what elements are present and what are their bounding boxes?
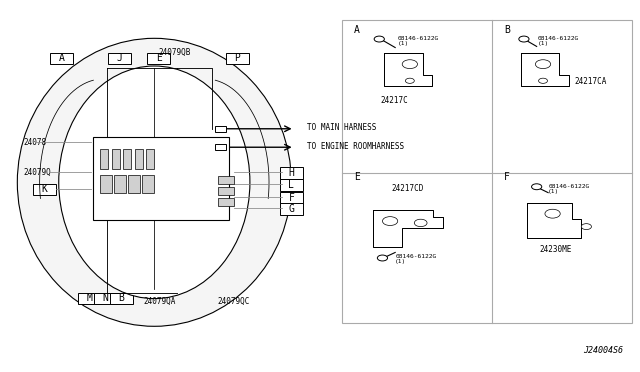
Text: 24079Q: 24079Q xyxy=(24,167,51,176)
Bar xyxy=(342,20,632,323)
Circle shape xyxy=(519,36,529,42)
Text: E: E xyxy=(354,172,360,182)
Text: 24230ME: 24230ME xyxy=(540,245,572,254)
FancyBboxPatch shape xyxy=(33,184,56,195)
Circle shape xyxy=(414,219,427,227)
Text: K: K xyxy=(42,184,47,194)
Circle shape xyxy=(539,78,547,83)
Circle shape xyxy=(374,36,385,42)
FancyBboxPatch shape xyxy=(51,52,74,64)
FancyBboxPatch shape xyxy=(147,52,170,64)
Bar xyxy=(100,149,108,169)
Bar xyxy=(215,126,227,132)
Bar xyxy=(218,176,234,184)
Circle shape xyxy=(402,60,417,68)
Text: H: H xyxy=(289,167,294,177)
Circle shape xyxy=(532,184,541,190)
Text: G: G xyxy=(289,204,294,214)
Text: 24217CD: 24217CD xyxy=(392,184,424,193)
Text: N: N xyxy=(102,293,108,303)
Text: 24079QC: 24079QC xyxy=(218,297,250,306)
Text: (1): (1) xyxy=(538,41,549,46)
Text: TO MAIN HARNESS: TO MAIN HARNESS xyxy=(307,123,376,132)
Ellipse shape xyxy=(17,38,291,326)
Text: 08146-6122G: 08146-6122G xyxy=(538,36,579,41)
Text: P: P xyxy=(234,53,240,63)
Circle shape xyxy=(405,78,414,83)
Text: TO ENGINE ROOMHARNESS: TO ENGINE ROOMHARNESS xyxy=(307,142,404,151)
Ellipse shape xyxy=(59,66,250,299)
FancyBboxPatch shape xyxy=(109,293,132,304)
Text: B: B xyxy=(118,293,124,303)
Text: F: F xyxy=(289,193,294,203)
Circle shape xyxy=(383,217,397,225)
FancyBboxPatch shape xyxy=(94,293,116,304)
Bar xyxy=(114,175,125,193)
Text: 08146-6122G: 08146-6122G xyxy=(397,36,439,41)
Bar xyxy=(111,149,120,169)
Text: J: J xyxy=(116,53,122,63)
Circle shape xyxy=(545,209,560,218)
Text: 24078: 24078 xyxy=(24,138,47,147)
FancyBboxPatch shape xyxy=(280,179,303,191)
Text: B: B xyxy=(504,25,509,35)
Bar xyxy=(128,175,140,193)
Circle shape xyxy=(536,60,550,68)
Circle shape xyxy=(581,224,591,230)
FancyBboxPatch shape xyxy=(280,203,303,215)
Text: (1): (1) xyxy=(395,259,406,264)
Text: (1): (1) xyxy=(397,41,409,46)
FancyBboxPatch shape xyxy=(78,293,100,304)
Circle shape xyxy=(378,255,388,261)
Text: 24079QA: 24079QA xyxy=(143,297,175,306)
Text: (1): (1) xyxy=(548,189,559,194)
FancyBboxPatch shape xyxy=(280,192,303,204)
Bar xyxy=(100,175,111,193)
Text: 24217CA: 24217CA xyxy=(575,77,607,86)
FancyBboxPatch shape xyxy=(346,24,369,36)
Bar xyxy=(218,198,234,206)
FancyBboxPatch shape xyxy=(495,24,518,36)
Bar xyxy=(215,144,227,150)
Bar xyxy=(123,149,131,169)
Bar xyxy=(134,149,143,169)
Bar xyxy=(146,149,154,169)
FancyBboxPatch shape xyxy=(108,52,131,64)
Text: 24079QB: 24079QB xyxy=(159,48,191,57)
Text: 08146-6122G: 08146-6122G xyxy=(395,254,436,259)
Text: L: L xyxy=(289,180,294,190)
Text: 08146-6122G: 08146-6122G xyxy=(548,183,589,189)
Text: M: M xyxy=(86,293,92,303)
Bar xyxy=(218,187,234,195)
FancyBboxPatch shape xyxy=(280,167,303,179)
FancyBboxPatch shape xyxy=(226,52,248,64)
Bar xyxy=(142,175,154,193)
Text: A: A xyxy=(354,25,360,35)
Text: 24217C: 24217C xyxy=(381,96,408,105)
FancyBboxPatch shape xyxy=(495,172,518,183)
Text: A: A xyxy=(59,53,65,63)
FancyBboxPatch shape xyxy=(93,137,229,220)
Text: F: F xyxy=(504,172,509,182)
FancyBboxPatch shape xyxy=(346,172,369,183)
Text: J24004S6: J24004S6 xyxy=(582,346,623,355)
Text: E: E xyxy=(156,53,162,63)
